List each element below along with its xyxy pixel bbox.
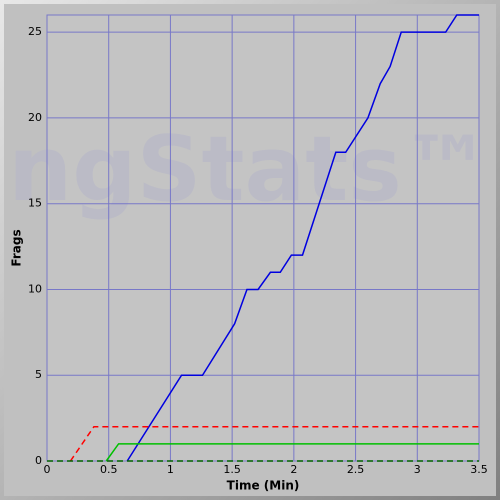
y-tick-label: 15 <box>28 197 42 210</box>
x-tick-label: 3.5 <box>470 463 488 476</box>
series-line <box>69 425 479 462</box>
x-tick-label: 0.5 <box>100 463 118 476</box>
x-tick-label: 3 <box>414 463 421 476</box>
y-tick-label: 20 <box>28 111 42 124</box>
watermark: ngStats™ <box>8 117 492 222</box>
y-axis-label: Frags <box>10 229 24 266</box>
x-tick-label: 2.5 <box>347 463 365 476</box>
x-tick-label: 1 <box>167 463 174 476</box>
series-line <box>126 14 479 462</box>
y-tick-label: 5 <box>35 368 42 381</box>
y-tick-label: 10 <box>28 282 42 295</box>
plot-area <box>47 15 479 461</box>
x-axis-label: Time (Min) <box>227 479 300 493</box>
x-tick-label: 2 <box>290 463 297 476</box>
y-tick-label: 0 <box>35 454 42 467</box>
x-tick-label: 1.5 <box>223 463 241 476</box>
x-tick-label: 0 <box>44 463 51 476</box>
series-line <box>105 443 479 462</box>
y-tick-label: 25 <box>28 25 42 38</box>
